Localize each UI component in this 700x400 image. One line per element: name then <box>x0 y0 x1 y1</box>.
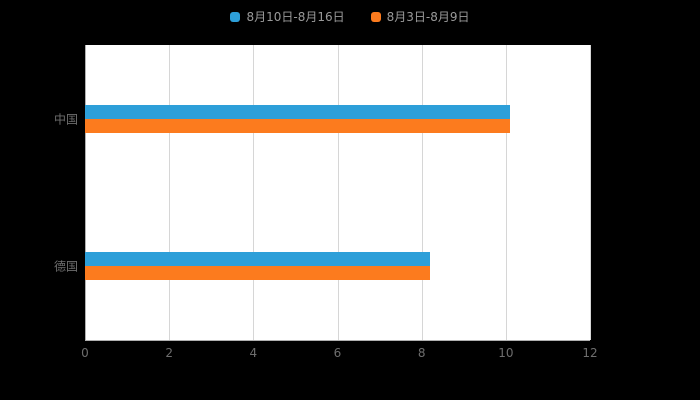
x-tick-label: 4 <box>249 346 258 360</box>
gridline <box>169 45 171 340</box>
gridline <box>421 45 423 340</box>
y-axis-line <box>85 45 86 340</box>
legend-item-1[interactable]: 8月3日-8月9日 <box>370 10 470 24</box>
plot-area <box>85 45 591 341</box>
x-tick-label: 2 <box>165 346 173 360</box>
x-tick-label: 12 <box>582 346 598 360</box>
gridline <box>590 45 591 340</box>
gridline <box>505 45 507 340</box>
y-tick-label: 中国 <box>53 112 78 127</box>
legend: 8月10日-8月16日 8月3日-8月9日 <box>0 7 700 27</box>
bar-德国-series-1 <box>85 266 431 281</box>
x-tick-label: 0 <box>81 346 89 360</box>
gridline <box>253 45 255 340</box>
x-tick-label: 6 <box>333 346 342 360</box>
legend-marker-icon <box>370 12 381 22</box>
legend-item-0[interactable]: 8月10日-8月16日 <box>230 10 345 24</box>
x-tick-label: 10 <box>498 346 514 360</box>
y-tick-label: 德国 <box>53 259 78 274</box>
legend-marker-icon <box>230 12 241 22</box>
x-tick-label: 8 <box>417 346 426 360</box>
gridline <box>337 45 339 340</box>
bar-中国-series-0 <box>85 104 511 119</box>
legend-label: 8月10日-8月16日 <box>246 10 345 24</box>
bar-德国-series-0 <box>85 252 431 267</box>
legend-label: 8月3日-8月9日 <box>386 10 470 24</box>
bar-中国-series-1 <box>85 118 511 133</box>
